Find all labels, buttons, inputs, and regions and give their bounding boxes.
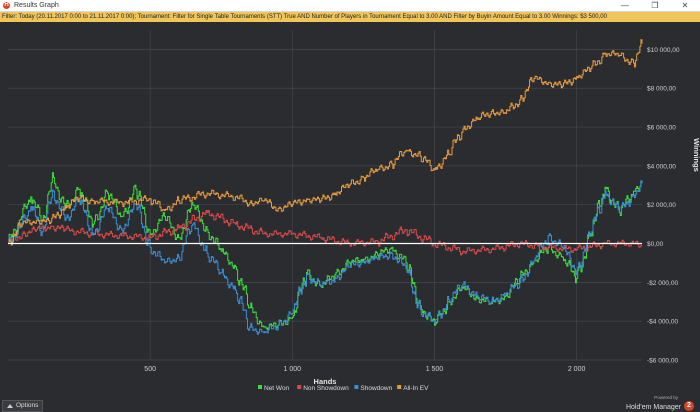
legend-label: Non Showdown	[303, 385, 349, 392]
window-title: Results Graph	[14, 2, 59, 9]
powered-by-text: Powered by	[654, 395, 678, 400]
y-axis-title: Winnings	[692, 138, 700, 172]
y-tick-label: $4 000,00	[647, 163, 676, 170]
results-chart-svg[interactable]: 500 1 000 1 500 2 000 -$6 000,00 -$4 000,00 -$…	[0, 22, 700, 395]
y-tick-label: $8 000,00	[647, 86, 676, 93]
window-titlebar: H Results Graph — ❐ ✕	[0, 0, 700, 12]
minimize-button[interactable]: —	[621, 1, 629, 10]
y-tick-label: $10 000,00	[647, 47, 680, 54]
y-tick-label: -$4 000,00	[647, 319, 678, 326]
hm2-logo-icon: H	[3, 2, 10, 9]
filter-winnings-value: $3 500,00	[580, 14, 607, 20]
filter-winnings-label: Winnings:	[552, 14, 579, 20]
y-tick-label: -$6 000,00	[647, 358, 678, 365]
y-tick-label: $6 000,00	[647, 125, 676, 132]
legend-swatch	[258, 385, 262, 389]
series-line-showdown	[8, 180, 643, 335]
options-arrow-icon	[7, 404, 13, 408]
x-tick-label: 2 000	[568, 366, 586, 373]
legend-label: Net Won	[264, 385, 290, 392]
results-chart[interactable]: 500 1 000 1 500 2 000 -$6 000,00 -$4 000,00 -$…	[0, 22, 700, 395]
x-tick-label: 500	[144, 366, 156, 373]
x-tick-label: 1 000	[284, 366, 302, 373]
brand-name: Hold'em Manager	[625, 403, 681, 411]
brand: Powered by Hold'em Manager 2	[625, 395, 694, 412]
options-label: Options	[16, 402, 39, 409]
legend-swatch	[354, 385, 359, 389]
filter-bar[interactable]: Filter: Today (20.11.2017 0:00 to 21.11.…	[0, 12, 700, 22]
window-controls: — ❐ ✕	[610, 0, 700, 11]
y-tick-label: $0,00	[647, 241, 664, 248]
filter-prefix: Filter:	[2, 14, 17, 20]
filter-text: Today (20.11.2017 0:00 to 21.11.2017 0:0…	[18, 14, 551, 20]
y-tick-label: -$2 000,00	[647, 280, 678, 287]
y-tick-label: $2 000,00	[647, 202, 676, 209]
x-tick-label: 1 500	[426, 366, 444, 373]
bottom-bar: Options Powered by Hold'em Manager 2	[0, 395, 700, 412]
x-axis-title: Hands	[314, 377, 337, 386]
close-button[interactable]: ✕	[681, 1, 689, 10]
legend-label: All-In EV	[403, 385, 429, 392]
hm2-logo-icon: 2	[684, 401, 694, 411]
legend-label: Showdown	[360, 385, 392, 392]
legend-swatch	[397, 385, 402, 389]
restore-button[interactable]: ❐	[651, 1, 659, 10]
options-button[interactable]: Options	[2, 400, 44, 412]
series-line-non-showdown	[8, 210, 643, 256]
legend-swatch	[297, 385, 302, 389]
series-line-all-in-ev	[8, 39, 643, 246]
